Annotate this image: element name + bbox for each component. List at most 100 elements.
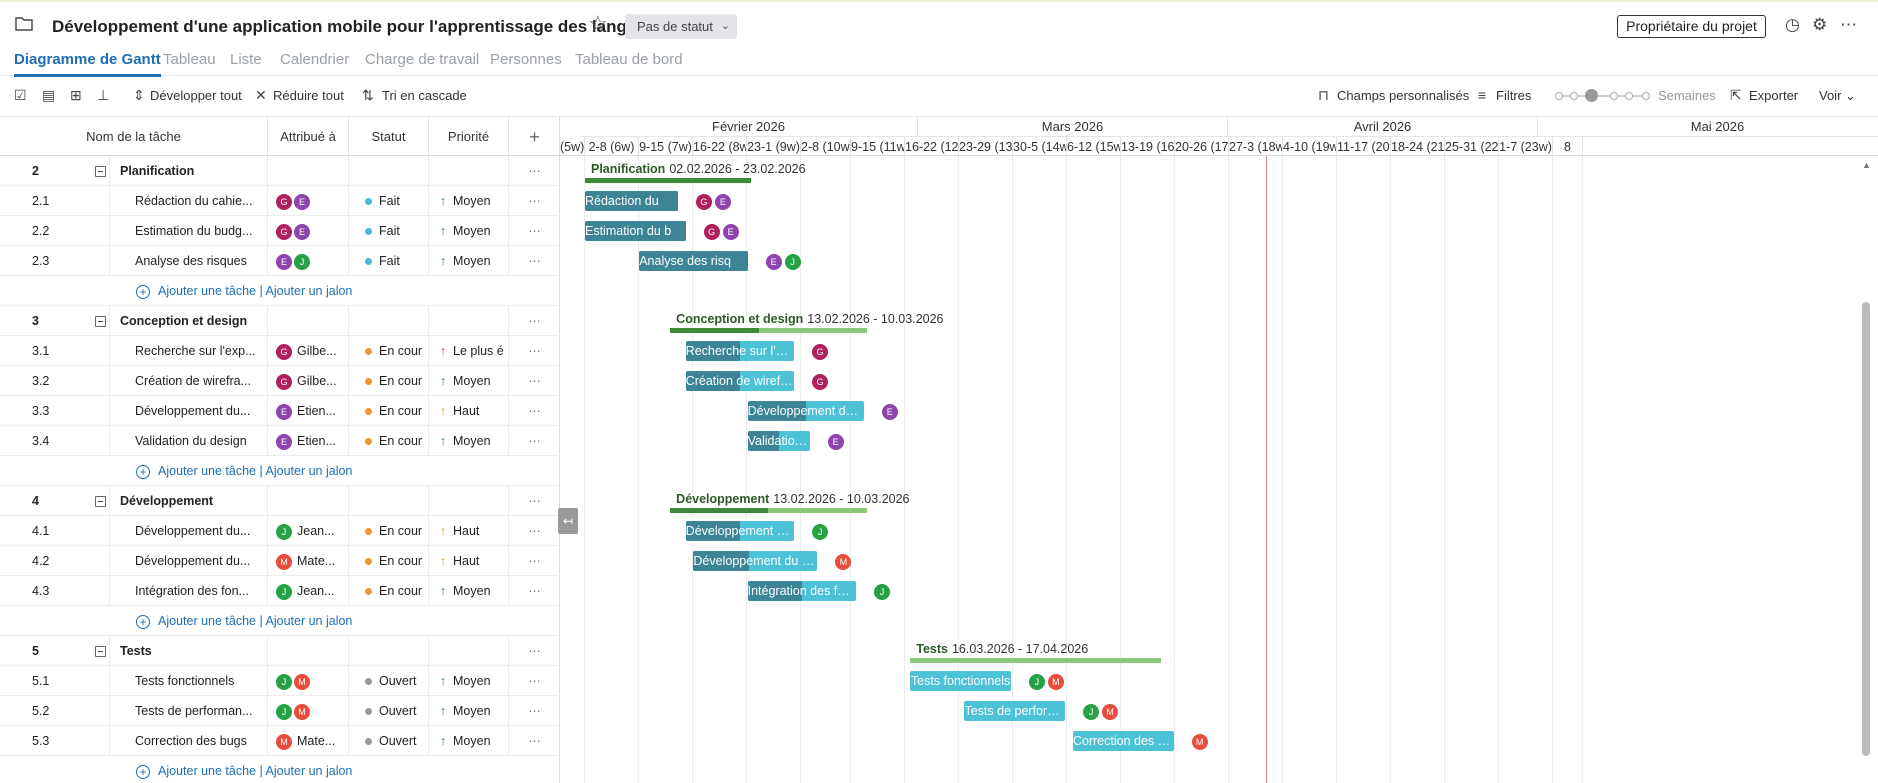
collapse-toggle-icon[interactable]	[95, 496, 106, 507]
priority-cell[interactable]: ↑ Moyen	[429, 186, 509, 216]
task-bar[interactable]: Développement du backend	[685, 521, 795, 541]
row-more-icon[interactable]: ⋯	[528, 374, 541, 388]
vertical-scrollbar[interactable]: ▲	[1862, 160, 1871, 760]
tab-calendrier[interactable]: Calendrier	[280, 51, 350, 68]
status-cell[interactable]: Fait	[349, 246, 429, 276]
status-cell[interactable]: En cour	[349, 516, 429, 546]
column-header-assigned[interactable]: Attribué à	[268, 117, 349, 157]
task-bar[interactable]: Développement du frontend	[693, 551, 818, 571]
task-name[interactable]: Tests fonctionnels	[110, 666, 268, 696]
add-milestone-link[interactable]: Ajouter un jalon	[265, 464, 353, 478]
status-cell[interactable]: En cour	[349, 576, 429, 606]
status-cell[interactable]: Ouvert	[349, 666, 429, 696]
priority-cell[interactable]: ↑ Moyen	[429, 216, 509, 246]
add-icon[interactable]: +	[136, 614, 150, 629]
export-button[interactable]: Exporter	[1749, 88, 1799, 103]
row-more-icon[interactable]: ⋯	[528, 494, 541, 508]
status-cell[interactable]: Fait	[349, 186, 429, 216]
status-cell[interactable]: En cour	[349, 396, 429, 426]
priority-cell[interactable]: ↑ Moyen	[429, 366, 509, 396]
task-name[interactable]: Analyse des risques	[110, 246, 268, 276]
assignee-cell[interactable]: J Jean...	[268, 576, 349, 606]
priority-cell[interactable]: ↑ Haut	[429, 516, 509, 546]
status-cell[interactable]: En cour	[349, 366, 429, 396]
add-task-row[interactable]: + Ajouter une tâche | Ajouter un jalon	[0, 276, 560, 306]
gear-icon[interactable]: ⚙	[1812, 15, 1828, 34]
expand-all-button[interactable]: Développer tout	[150, 88, 242, 103]
task-list-icon[interactable]: ▤	[42, 87, 56, 103]
project-owner-button[interactable]: Propriétaire du projet	[1617, 15, 1766, 38]
group-bar[interactable]	[910, 658, 1162, 663]
priority-cell[interactable]: ↑ Haut	[429, 396, 509, 426]
assignee-cell[interactable]: G Gilbe...	[268, 366, 349, 396]
task-name[interactable]: Conception et design	[110, 306, 268, 336]
scroll-up-icon[interactable]: ▲	[1862, 160, 1871, 170]
tab-tableau-de-bord[interactable]: Tableau de bord	[575, 51, 683, 68]
task-bar[interactable]: Estimation du budget	[585, 221, 686, 241]
more-icon[interactable]: ⋯	[1840, 15, 1857, 34]
task-bar[interactable]: Validation du ...	[747, 431, 810, 451]
priority-cell[interactable]: ↑ Moyen	[429, 696, 509, 726]
add-task-link[interactable]: Ajouter une tâche	[158, 284, 256, 298]
task-name[interactable]: Rédaction du cahie...	[110, 186, 268, 216]
column-header-name[interactable]: Nom de la tâche	[0, 117, 268, 157]
assignee-cell[interactable]: G Gilbe...	[268, 336, 349, 366]
priority-cell[interactable]	[429, 636, 509, 666]
task-bar[interactable]: Correction des bugs	[1072, 731, 1174, 751]
table-row[interactable]: 4.1 Développement du... J Jean... En cour ↑ Ha…	[0, 516, 560, 546]
group-bar[interactable]	[670, 328, 867, 333]
status-cell[interactable]	[349, 636, 429, 666]
task-name[interactable]: Tests de performan...	[110, 696, 268, 726]
add-column-button[interactable]: +	[529, 127, 540, 147]
row-more-icon[interactable]: ⋯	[528, 314, 541, 328]
task-name[interactable]: Intégration des fon...	[110, 576, 268, 606]
star-icon[interactable]: ☆	[588, 11, 608, 36]
tab-gantt[interactable]: Diagramme de Gantt	[14, 51, 161, 77]
group-row[interactable]: 2 Planification ⋯	[0, 156, 560, 186]
table-row[interactable]: 5.1 Tests fonctionnels J M Ouvert ↑ Moyen ⋯	[0, 666, 560, 696]
row-more-icon[interactable]: ⋯	[528, 254, 541, 268]
row-more-icon[interactable]: ⋯	[528, 674, 541, 688]
row-more-icon[interactable]: ⋯	[528, 704, 541, 718]
task-name[interactable]: Recherche sur l'exp...	[110, 336, 268, 366]
row-more-icon[interactable]: ⋯	[528, 734, 541, 748]
task-name[interactable]: Planification	[110, 156, 268, 186]
add-task-row[interactable]: + Ajouter une tâche | Ajouter un jalon	[0, 606, 560, 636]
collapse-toggle-icon[interactable]	[95, 166, 106, 177]
row-more-icon[interactable]: ⋯	[528, 164, 541, 178]
row-more-icon[interactable]: ⋯	[528, 524, 541, 538]
status-cell[interactable]: Fait	[349, 216, 429, 246]
row-more-icon[interactable]: ⋯	[528, 434, 541, 448]
assignee-cell[interactable]: E Etien...	[268, 396, 349, 426]
task-bar[interactable]: Développement du prototype	[747, 401, 864, 421]
priority-cell[interactable]	[429, 486, 509, 516]
status-cell[interactable]	[349, 156, 429, 186]
task-bar[interactable]: Intégration des fonctionnal...	[747, 581, 857, 601]
priority-cell[interactable]: ↑ Le plus é	[429, 336, 509, 366]
add-task-link[interactable]: Ajouter une tâche	[158, 464, 256, 478]
table-row[interactable]: 4.3 Intégration des fon... J Jean... En cour…	[0, 576, 560, 606]
add-task-link[interactable]: Ajouter une tâche	[158, 764, 256, 778]
row-more-icon[interactable]: ⋯	[528, 644, 541, 658]
task-name[interactable]: Création de wirefra...	[110, 366, 268, 396]
task-name[interactable]: Estimation du budg...	[110, 216, 268, 246]
status-cell[interactable]: Ouvert	[349, 726, 429, 756]
add-task-row[interactable]: + Ajouter une tâche | Ajouter un jalon	[0, 456, 560, 486]
assignee-cell[interactable]	[268, 636, 349, 666]
status-cell[interactable]	[349, 486, 429, 516]
priority-cell[interactable]: ↑ Moyen	[429, 576, 509, 606]
row-more-icon[interactable]: ⋯	[528, 194, 541, 208]
column-header-status[interactable]: Statut	[349, 117, 429, 157]
row-more-icon[interactable]: ⋯	[528, 584, 541, 598]
table-row[interactable]: 3.2 Création de wirefra... G Gilbe... En cou…	[0, 366, 560, 396]
table-row[interactable]: 2.1 Rédaction du cahie... G E Fait ↑ Moyen ⋯	[0, 186, 560, 216]
filters-button[interactable]: Filtres	[1496, 88, 1532, 103]
assignee-cell[interactable]: M Mate...	[268, 546, 349, 576]
group-row[interactable]: 4 Développement ⋯	[0, 486, 560, 516]
tab-personnes[interactable]: Personnes	[490, 51, 562, 68]
baseline-icon[interactable]: ⊥	[97, 87, 110, 103]
